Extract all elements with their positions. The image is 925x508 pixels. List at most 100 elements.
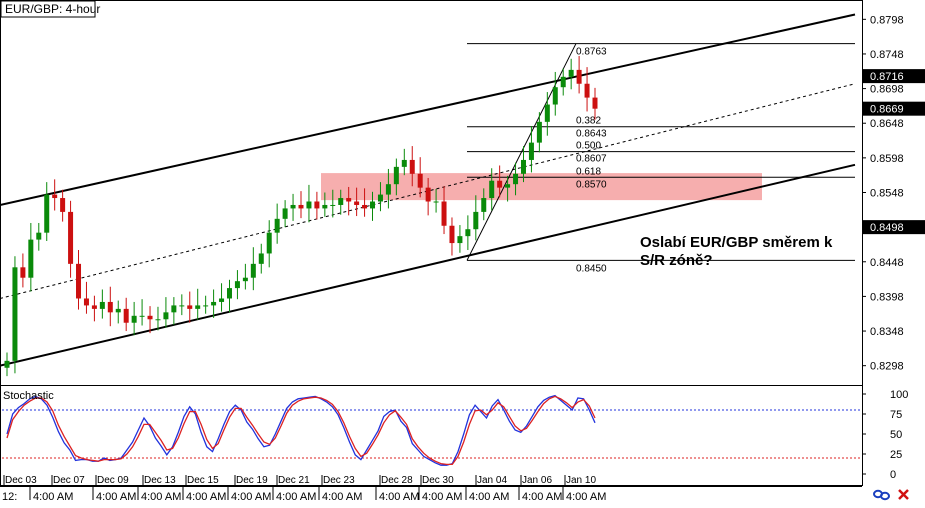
candle-body — [441, 201, 447, 226]
time-tick-label: 4:00 AM — [231, 491, 271, 503]
date-tick-label: Jan 04 — [477, 475, 507, 486]
price-tick-label: 0.8748 — [870, 49, 904, 61]
date-tick-label: Dec 07 — [53, 475, 85, 486]
time-tick-label: 4:00 AM — [379, 491, 419, 503]
date-tick-label: Dec 28 — [381, 475, 413, 486]
candle-body — [107, 301, 113, 313]
date-tick-label: Dec 23 — [323, 475, 355, 486]
fib-price-label: 0.8450 — [576, 263, 607, 274]
candle-body — [354, 201, 360, 205]
stoch-d-line — [6, 395, 596, 466]
date-tick-label: Dec 21 — [278, 475, 310, 486]
candle-body — [370, 201, 376, 209]
candle-body — [322, 204, 328, 209]
date-tick-label: Dec 15 — [187, 475, 219, 486]
stoch-tick-label: 0 — [890, 469, 896, 481]
candle-body — [163, 312, 169, 320]
candle-body — [99, 301, 105, 309]
time-tick-label: 4:00 AM — [96, 491, 136, 503]
price-marker-bg — [863, 69, 925, 84]
candle-body — [338, 198, 344, 205]
channel-lower-line — [0, 163, 856, 367]
candle-body — [393, 166, 399, 185]
candle-body — [52, 194, 58, 199]
candle-body — [473, 211, 479, 230]
candle-body — [314, 201, 320, 209]
price-tick-label: 0.8298 — [870, 361, 904, 373]
price-tick-label: 0.8398 — [870, 291, 904, 303]
candle-body — [520, 159, 526, 174]
time-tick-label: 4:00 AM — [469, 491, 509, 503]
candle-body — [568, 69, 574, 77]
time-tick-label: 4:00 AM — [276, 491, 316, 503]
candle-body — [584, 83, 590, 98]
date-tick-label: Jan 06 — [522, 475, 552, 486]
candle-body — [68, 211, 74, 264]
candle-body — [179, 305, 185, 307]
candle-body — [4, 360, 10, 368]
candle-body — [139, 315, 145, 317]
candle-body — [76, 263, 82, 299]
candle-body — [481, 198, 487, 212]
stochastic-panel[interactable] — [0, 385, 863, 486]
fib-price-label: 0.8607 — [576, 154, 607, 165]
candle-body — [28, 239, 34, 278]
time-tick-label: 4:00 AM — [522, 491, 562, 503]
candle-body — [290, 204, 296, 209]
price-tick-label: 0.8448 — [870, 257, 904, 269]
fib-price-label: 0.8763 — [576, 47, 607, 58]
candle-body — [20, 267, 26, 278]
candle-body — [433, 201, 439, 203]
candle-body — [544, 104, 550, 122]
candle-body — [12, 267, 18, 361]
candle-body — [560, 76, 566, 88]
fib-ratio-label: 0.500 — [576, 141, 601, 152]
candle-body — [195, 305, 201, 309]
date-tick-label: Dec 13 — [144, 475, 176, 486]
candle-body — [385, 184, 391, 195]
time-tick-label: 4:00 AM — [33, 491, 73, 503]
candle-body — [528, 142, 534, 160]
candle-body — [60, 198, 66, 212]
price-tick-label: 0.8548 — [870, 188, 904, 200]
time-tick-label: 4:00 AM — [422, 491, 462, 503]
candle-body — [346, 198, 352, 202]
symbol-title-bg — [0, 0, 96, 18]
candle-body — [242, 277, 248, 282]
candle-body — [298, 204, 304, 209]
stoch-tick-label: 100 — [890, 389, 908, 401]
candle-body — [457, 236, 463, 244]
candle-body — [362, 204, 368, 209]
time-tick-label: 4:00 AM — [322, 491, 362, 503]
fib-price-label: 0.8643 — [576, 129, 607, 140]
candle-body — [552, 87, 558, 105]
date-tick-label: Jan 10 — [566, 475, 596, 486]
candle-body — [187, 305, 193, 309]
candle-body — [147, 315, 153, 320]
link-icon[interactable] — [873, 489, 890, 501]
price-tick-label: 0.8698 — [870, 84, 904, 96]
stoch-tick-label: 75 — [890, 409, 902, 421]
candle-body — [576, 69, 582, 84]
candle-body — [409, 159, 415, 174]
candle-body — [513, 173, 519, 185]
price-marker-bg — [863, 101, 925, 116]
candle-body — [219, 298, 225, 302]
candle-body — [226, 288, 232, 299]
annotation-line-2: S/R zóně? — [640, 252, 713, 269]
close-icon[interactable] — [898, 489, 909, 500]
candle-body — [91, 305, 97, 309]
candle-body — [211, 301, 217, 306]
candle-body — [123, 308, 129, 323]
candle-body — [83, 298, 89, 306]
fib-ratio-label: 0.618 — [576, 166, 601, 177]
candle-body — [274, 218, 280, 233]
price-tick-label: 0.8798 — [870, 14, 904, 26]
candle-body — [425, 187, 431, 202]
price-tick-label: 0.8348 — [870, 326, 904, 338]
candle-body — [171, 305, 177, 313]
annotation-line-1: Oslabí EUR/GBP směrem k — [640, 234, 833, 251]
candle-body — [592, 97, 598, 109]
